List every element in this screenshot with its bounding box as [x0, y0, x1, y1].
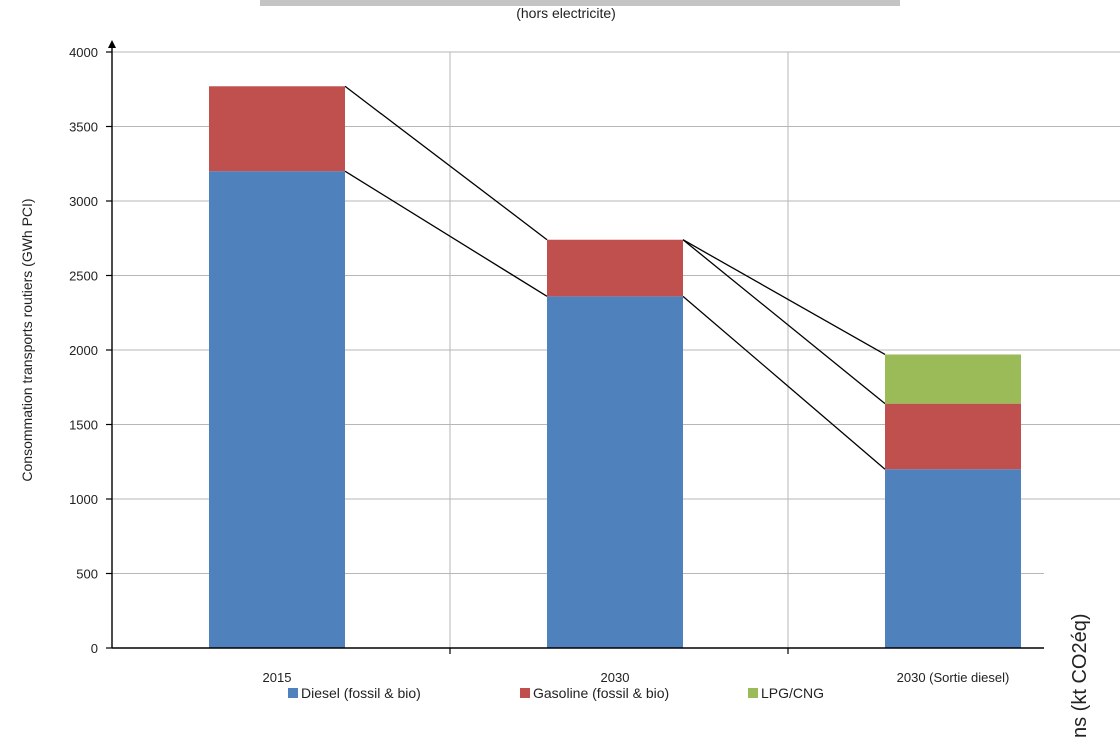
chart-subtitle: (hors electricite)	[516, 5, 616, 21]
bars	[209, 86, 1021, 648]
y-tick-label: 1500	[69, 418, 98, 433]
y-tick-label: 500	[76, 567, 98, 582]
legend-label: Diesel (fossil & bio)	[301, 685, 421, 701]
y-tick-label: 3000	[69, 194, 98, 209]
bar-segment	[885, 469, 1021, 648]
side-fragment-text: ns (kt CO2éq)	[1069, 614, 1091, 738]
x-tick-label: 2030 (Sortie diesel)	[897, 670, 1010, 685]
y-tick-label: 0	[91, 641, 98, 656]
connector-lines	[344, 85, 886, 470]
legend-swatch	[520, 688, 530, 698]
legend: Diesel (fossil & bio) Gasoline (fossil & …	[288, 685, 824, 701]
y-tick-label: 3500	[69, 120, 98, 135]
y-tick-label: 1000	[69, 492, 98, 507]
bar-segment	[547, 296, 683, 648]
bar-segment	[209, 86, 345, 172]
x-axis-ticks: 2015 2030 2030 (Sortie diesel)	[263, 648, 1010, 685]
y-axis-ticks: 0 500 1000 1500 2000 2500 3000 3500 4000	[69, 45, 112, 656]
connector-line	[682, 239, 886, 405]
bar-segment	[885, 403, 1021, 470]
connector-line	[682, 239, 886, 356]
y-axis-arrow	[108, 40, 116, 48]
legend-swatch	[288, 688, 298, 698]
y-tick-label: 2000	[69, 343, 98, 358]
legend-label: LPG/CNG	[761, 685, 824, 701]
y-tick-label: 4000	[69, 45, 98, 60]
legend-swatch	[748, 688, 758, 698]
axes	[108, 40, 1120, 649]
connector-line	[344, 85, 548, 241]
connector-line	[344, 170, 548, 297]
connector-line	[682, 295, 886, 470]
y-tick-label: 2500	[69, 269, 98, 284]
x-tick-label: 2015	[263, 670, 292, 685]
title-cutoff	[260, 0, 900, 6]
bar-segment	[547, 239, 683, 297]
x-tick-label: 2030	[601, 670, 630, 685]
y-axis-label: Consommation transports routiers (GWh PC…	[19, 198, 35, 481]
side-fragment: ns (kt CO2éq)	[1044, 530, 1120, 738]
bar-segment	[885, 354, 1021, 404]
legend-label: Gasoline (fossil & bio)	[533, 685, 669, 701]
bar-segment	[209, 171, 345, 648]
